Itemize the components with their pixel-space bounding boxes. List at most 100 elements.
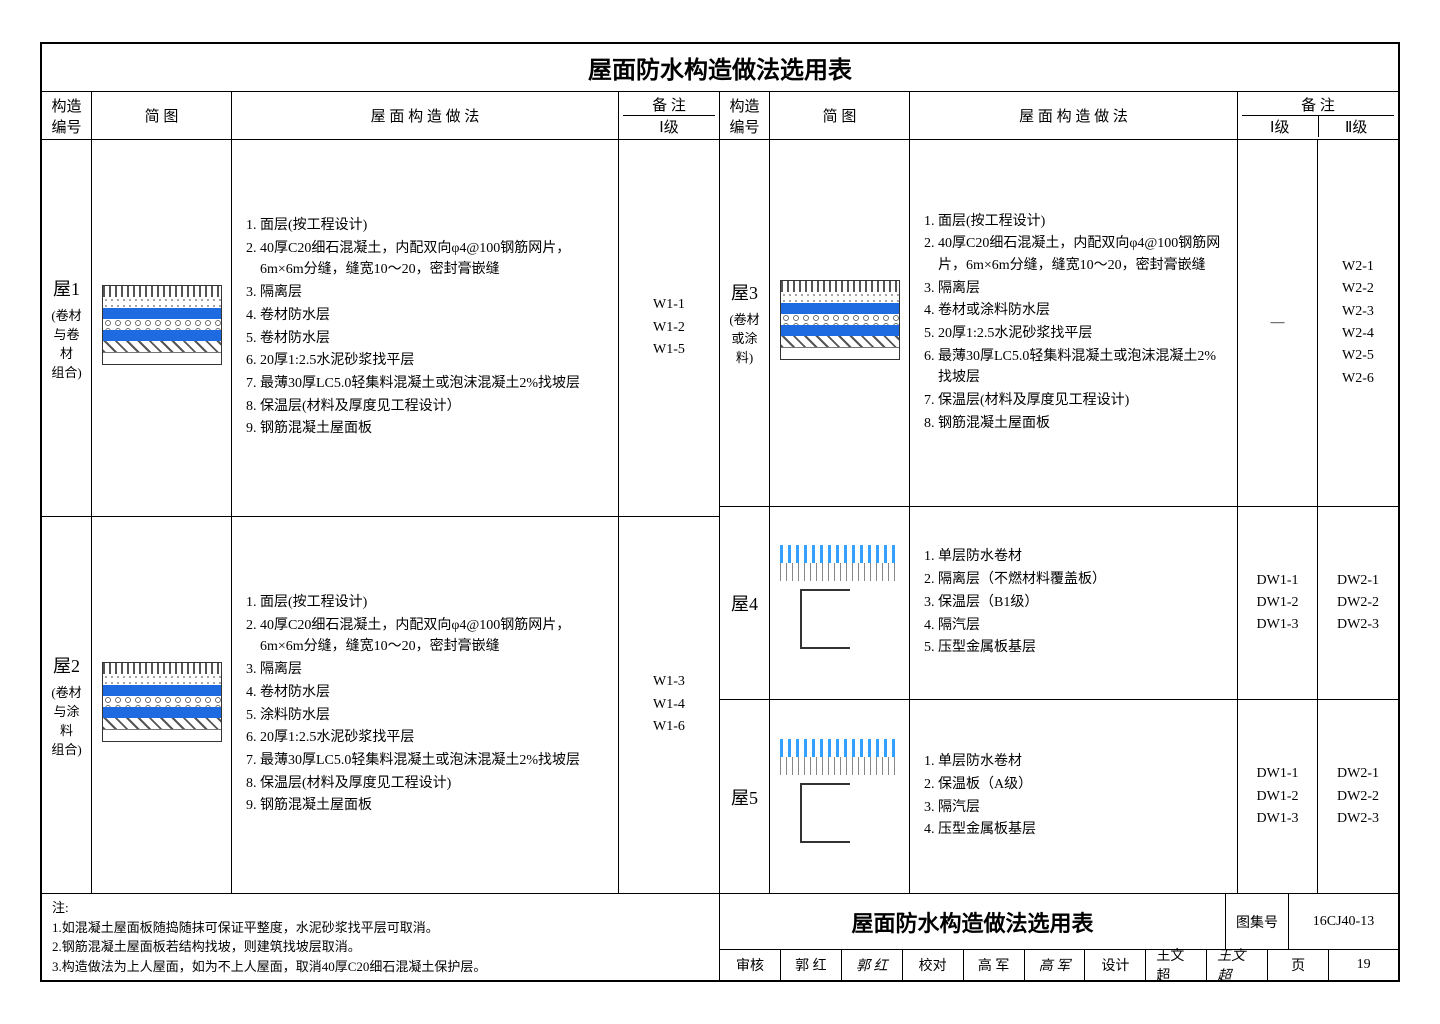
sign-name: 郭 红 (780, 950, 841, 980)
notes-label: 注: (52, 900, 69, 915)
row-codes-ii: DW2-1DW2-2DW2-3 (1318, 700, 1398, 893)
row-id: 屋3(卷材或涂料) (720, 140, 770, 506)
catalog-value: 16CJ40-13 (1288, 894, 1398, 949)
row-codes-ii: DW2-1DW2-2DW2-3 (1318, 507, 1398, 700)
section-diagram (780, 545, 900, 655)
hdr-remarks-label: 备 注 (1242, 94, 1394, 116)
method-step: 40厚C20细石混凝土，内配双向φ4@100钢筋网片，6m×6m分缝，缝宽10～… (260, 238, 610, 281)
row-codes-i: — (1238, 140, 1318, 506)
method-step: 隔离层 (260, 659, 610, 681)
left-half: 构造 编号 简 图 屋 面 构 造 做 法 备 注 Ⅰ级 屋1(卷材与卷材 组合… (42, 92, 720, 893)
row-id: 屋5 (720, 700, 770, 893)
row-codes-i: W1-3W1-4W1-6 (619, 517, 719, 893)
method-step: 单层防水卷材 (938, 751, 1229, 773)
hdr-remarks: 备 注 Ⅰ级 (619, 92, 719, 139)
catalog-label: 图集号 (1225, 894, 1288, 949)
method-step: 钢筋混凝土屋面板 (260, 418, 610, 440)
method-step: 20厚1:2.5水泥砂浆找平层 (938, 323, 1229, 345)
method-step: 隔离层 (260, 282, 610, 304)
method-step: 最薄30厚LC5.0轻集料混凝土或泡沫混凝土2%找坡层 (938, 346, 1229, 389)
row-id: 屋1(卷材与卷材 组合) (42, 140, 92, 516)
method-step: 隔离层 (938, 278, 1229, 300)
method-step: 卷材防水层 (260, 682, 610, 704)
method-step: 最薄30厚LC5.0轻集料混凝土或泡沫混凝土2%找坡层 (260, 373, 610, 395)
sign-name: 高 军 (963, 950, 1024, 980)
hdr-diagram: 简 图 (92, 92, 232, 139)
method-step: 面层(按工程设计) (260, 215, 610, 237)
page-number: 19 (1328, 950, 1398, 980)
table-row: 屋1(卷材与卷材 组合) 面层(按工程设计)40厚C20细石混凝土，内配双向φ4@… (42, 140, 719, 517)
hdr-remarks-i: 备 注 Ⅰ级 Ⅱ级 (1238, 92, 1398, 139)
section-diagram (780, 280, 900, 360)
row-diagram-cell (770, 140, 910, 506)
row-method: 面层(按工程设计)40厚C20细石混凝土，内配双向φ4@100钢筋网片，6m×6… (232, 517, 619, 893)
right-header: 构造 编号 简 图 屋 面 构 造 做 法 备 注 Ⅰ级 Ⅱ级 (720, 92, 1398, 140)
note-line: 1.如混凝土屋面板随捣随抹可保证平整度，水泥砂浆找平层可取消。 (52, 918, 709, 938)
method-step: 隔汽层 (938, 615, 1229, 637)
method-step: 卷材防水层 (260, 328, 610, 350)
hdr-method: 屋 面 构 造 做 法 (910, 92, 1238, 139)
sign-role: 设计 (1084, 950, 1145, 980)
row-codes-ii: W2-1W2-2W2-3W2-4W2-5W2-6 (1318, 140, 1398, 506)
sign-name: 王文超 (1145, 950, 1206, 980)
signoff-row: 审核郭 红郭 红校对高 军高 军设计王文超王文超页19 (720, 950, 1398, 980)
row-method: 单层防水卷材保温板（A级）隔汽层压型金属板基层 (910, 700, 1238, 893)
method-step: 隔汽层 (938, 797, 1229, 819)
drawing-sheet: 屋面防水构造做法选用表 构造 编号 简 图 屋 面 构 造 做 法 备 注 Ⅰ级… (40, 42, 1400, 982)
titleblock: 屋面防水构造做法选用表 图集号 16CJ40-13 审核郭 红郭 红校对高 军高… (720, 894, 1398, 980)
row-diagram-cell (92, 140, 232, 516)
method-step: 最薄30厚LC5.0轻集料混凝土或泡沫混凝土2%找坡层 (260, 750, 610, 772)
method-step: 压型金属板基层 (938, 819, 1229, 841)
method-step: 钢筋混凝土屋面板 (938, 413, 1229, 435)
right-rows: 屋3(卷材或涂料) 面层(按工程设计)40厚C20细石混凝土，内配双向φ4@100… (720, 140, 1398, 893)
note-line: 2.钢筋混凝土屋面板若结构找坡，则建筑找坡层取消。 (52, 937, 709, 957)
method-step: 隔离层（不燃材料覆盖板） (938, 569, 1229, 591)
method-step: 单层防水卷材 (938, 546, 1229, 568)
hdr-remarks-i: Ⅰ级 (623, 116, 715, 137)
hdr-diagram: 简 图 (770, 92, 910, 139)
method-step: 面层(按工程设计) (260, 592, 610, 614)
hdr-remarks-label: 备 注 (623, 94, 715, 116)
method-step: 保温板（A级） (938, 774, 1229, 796)
sign-role: 审核 (720, 950, 780, 980)
section-diagram (102, 662, 222, 742)
method-step: 20厚1:2.5水泥砂浆找平层 (260, 727, 610, 749)
row-codes-i: DW1-1DW1-2DW1-3 (1238, 700, 1318, 893)
row-id: 屋4 (720, 507, 770, 700)
row-diagram-cell (92, 517, 232, 893)
method-step: 保温层(材料及厚度见工程设计) (260, 773, 610, 795)
hdr-method: 屋 面 构 造 做 法 (232, 92, 619, 139)
row-diagram-cell (770, 700, 910, 893)
notes: 注: 1.如混凝土屋面板随捣随抹可保证平整度，水泥砂浆找平层可取消。2.钢筋混凝… (42, 894, 720, 980)
row-method: 面层(按工程设计)40厚C20细石混凝土，内配双向φ4@100钢筋网片，6m×6… (910, 140, 1238, 506)
sheet-body: 构造 编号 简 图 屋 面 构 造 做 法 备 注 Ⅰ级 屋1(卷材与卷材 组合… (42, 92, 1398, 893)
signature: 郭 红 (841, 950, 902, 980)
method-step: 涂料防水层 (260, 705, 610, 727)
method-step: 卷材防水层 (260, 305, 610, 327)
signature: 王文超 (1206, 950, 1267, 980)
method-step: 20厚1:2.5水泥砂浆找平层 (260, 350, 610, 372)
table-row: 屋2(卷材与涂料 组合) 面层(按工程设计)40厚C20细石混凝土，内配双向φ4@… (42, 517, 719, 893)
hdr-id: 构造 编号 (42, 92, 92, 139)
row-id: 屋2(卷材与涂料 组合) (42, 517, 92, 893)
hdr-id: 构造 编号 (720, 92, 770, 139)
left-rows: 屋1(卷材与卷材 组合)面层(按工程设计)40厚C20细石混凝土，内配双向φ4@… (42, 140, 719, 893)
left-header: 构造 编号 简 图 屋 面 构 造 做 法 备 注 Ⅰ级 (42, 92, 719, 140)
hdr-remarks-i: Ⅰ级 (1242, 116, 1318, 137)
row-codes-i: W1-1W1-2W1-5 (619, 140, 719, 516)
method-step: 钢筋混凝土屋面板 (260, 795, 610, 817)
method-step: 保温层(材料及厚度见工程设计) (938, 390, 1229, 412)
row-method: 面层(按工程设计)40厚C20细石混凝土，内配双向φ4@100钢筋网片，6m×6… (232, 140, 619, 516)
row-diagram-cell (770, 507, 910, 700)
section-diagram (780, 739, 900, 849)
method-step: 卷材或涂料防水层 (938, 300, 1229, 322)
hdr-remarks-ii: Ⅱ级 (1318, 116, 1395, 137)
method-step: 压型金属板基层 (938, 637, 1229, 659)
table-row: 屋5单层防水卷材保温板（A级）隔汽层压型金属板基层DW1-1DW1-2DW1-3… (720, 700, 1398, 893)
signature: 高 军 (1024, 950, 1085, 980)
section-diagram (102, 285, 222, 365)
sheet-title: 屋面防水构造做法选用表 (42, 44, 1398, 92)
table-row: 屋3(卷材或涂料) 面层(按工程设计)40厚C20细石混凝土，内配双向φ4@100… (720, 140, 1398, 507)
footer-title: 屋面防水构造做法选用表 (720, 894, 1225, 949)
table-row: 屋4单层防水卷材隔离层（不燃材料覆盖板）保温层（B1级）隔汽层压型金属板基层DW… (720, 507, 1398, 701)
